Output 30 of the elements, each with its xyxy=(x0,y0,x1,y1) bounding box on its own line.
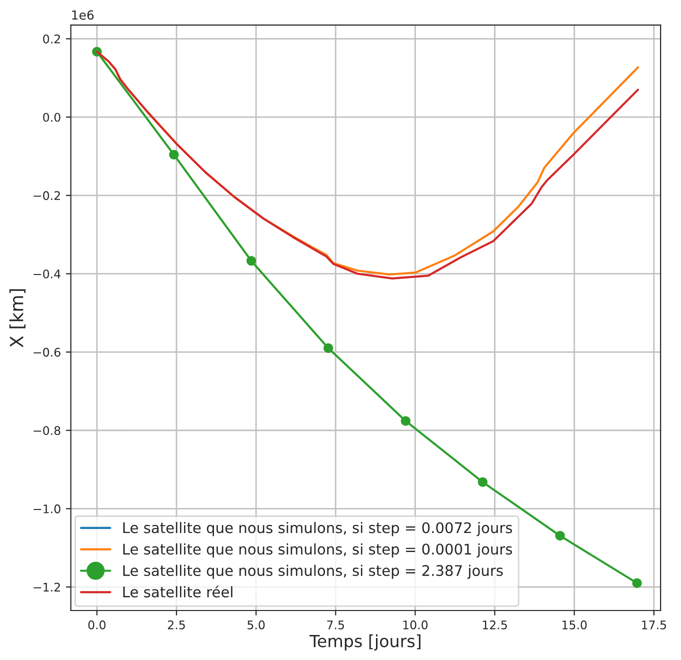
y-tick-label: −1.0 xyxy=(34,504,60,514)
x-tick-label: 0.0 xyxy=(88,620,106,630)
y-axis-title: X [km] xyxy=(9,289,26,348)
legend-label: Le satellite que nous simulons, si step = 0.0072 jours xyxy=(123,522,512,536)
x-axis-title: Temps [jours] xyxy=(309,634,420,651)
x-tick-label: 2.5 xyxy=(168,620,185,630)
point xyxy=(246,256,256,266)
y-tick-label: −0.6 xyxy=(34,348,60,357)
y-tick-label: 0.0 xyxy=(43,112,60,122)
y-tick-label: −0.2 xyxy=(34,191,60,200)
y-tick-label: −1.2 xyxy=(34,582,60,592)
legend-label: Le satellite que nous simulons, si step = 2.387 jours xyxy=(123,564,503,579)
x-tick-label: 5.0 xyxy=(248,620,265,630)
point xyxy=(323,343,334,353)
point xyxy=(478,477,488,487)
y-tick-label: −0.4 xyxy=(34,269,60,278)
point xyxy=(169,150,179,160)
y-tick-label: −0.8 xyxy=(34,426,60,436)
point xyxy=(555,530,565,541)
point xyxy=(400,416,410,426)
x-tick-label: 7.5 xyxy=(327,620,344,630)
text: 1e6 xyxy=(72,10,94,20)
point xyxy=(632,578,642,588)
x-tick-label: 12.5 xyxy=(482,620,507,630)
x-tick-label: 15.0 xyxy=(562,620,587,630)
x-tick-label: 17.5 xyxy=(642,620,666,630)
legend-label: Le satellite que nous simulons, si step = 0.0001 jours xyxy=(123,543,512,558)
y-tick-label: 0.2 xyxy=(43,34,60,44)
legend-label: Le satellite réel xyxy=(123,586,232,598)
x-tick-label: 10.0 xyxy=(403,620,428,630)
